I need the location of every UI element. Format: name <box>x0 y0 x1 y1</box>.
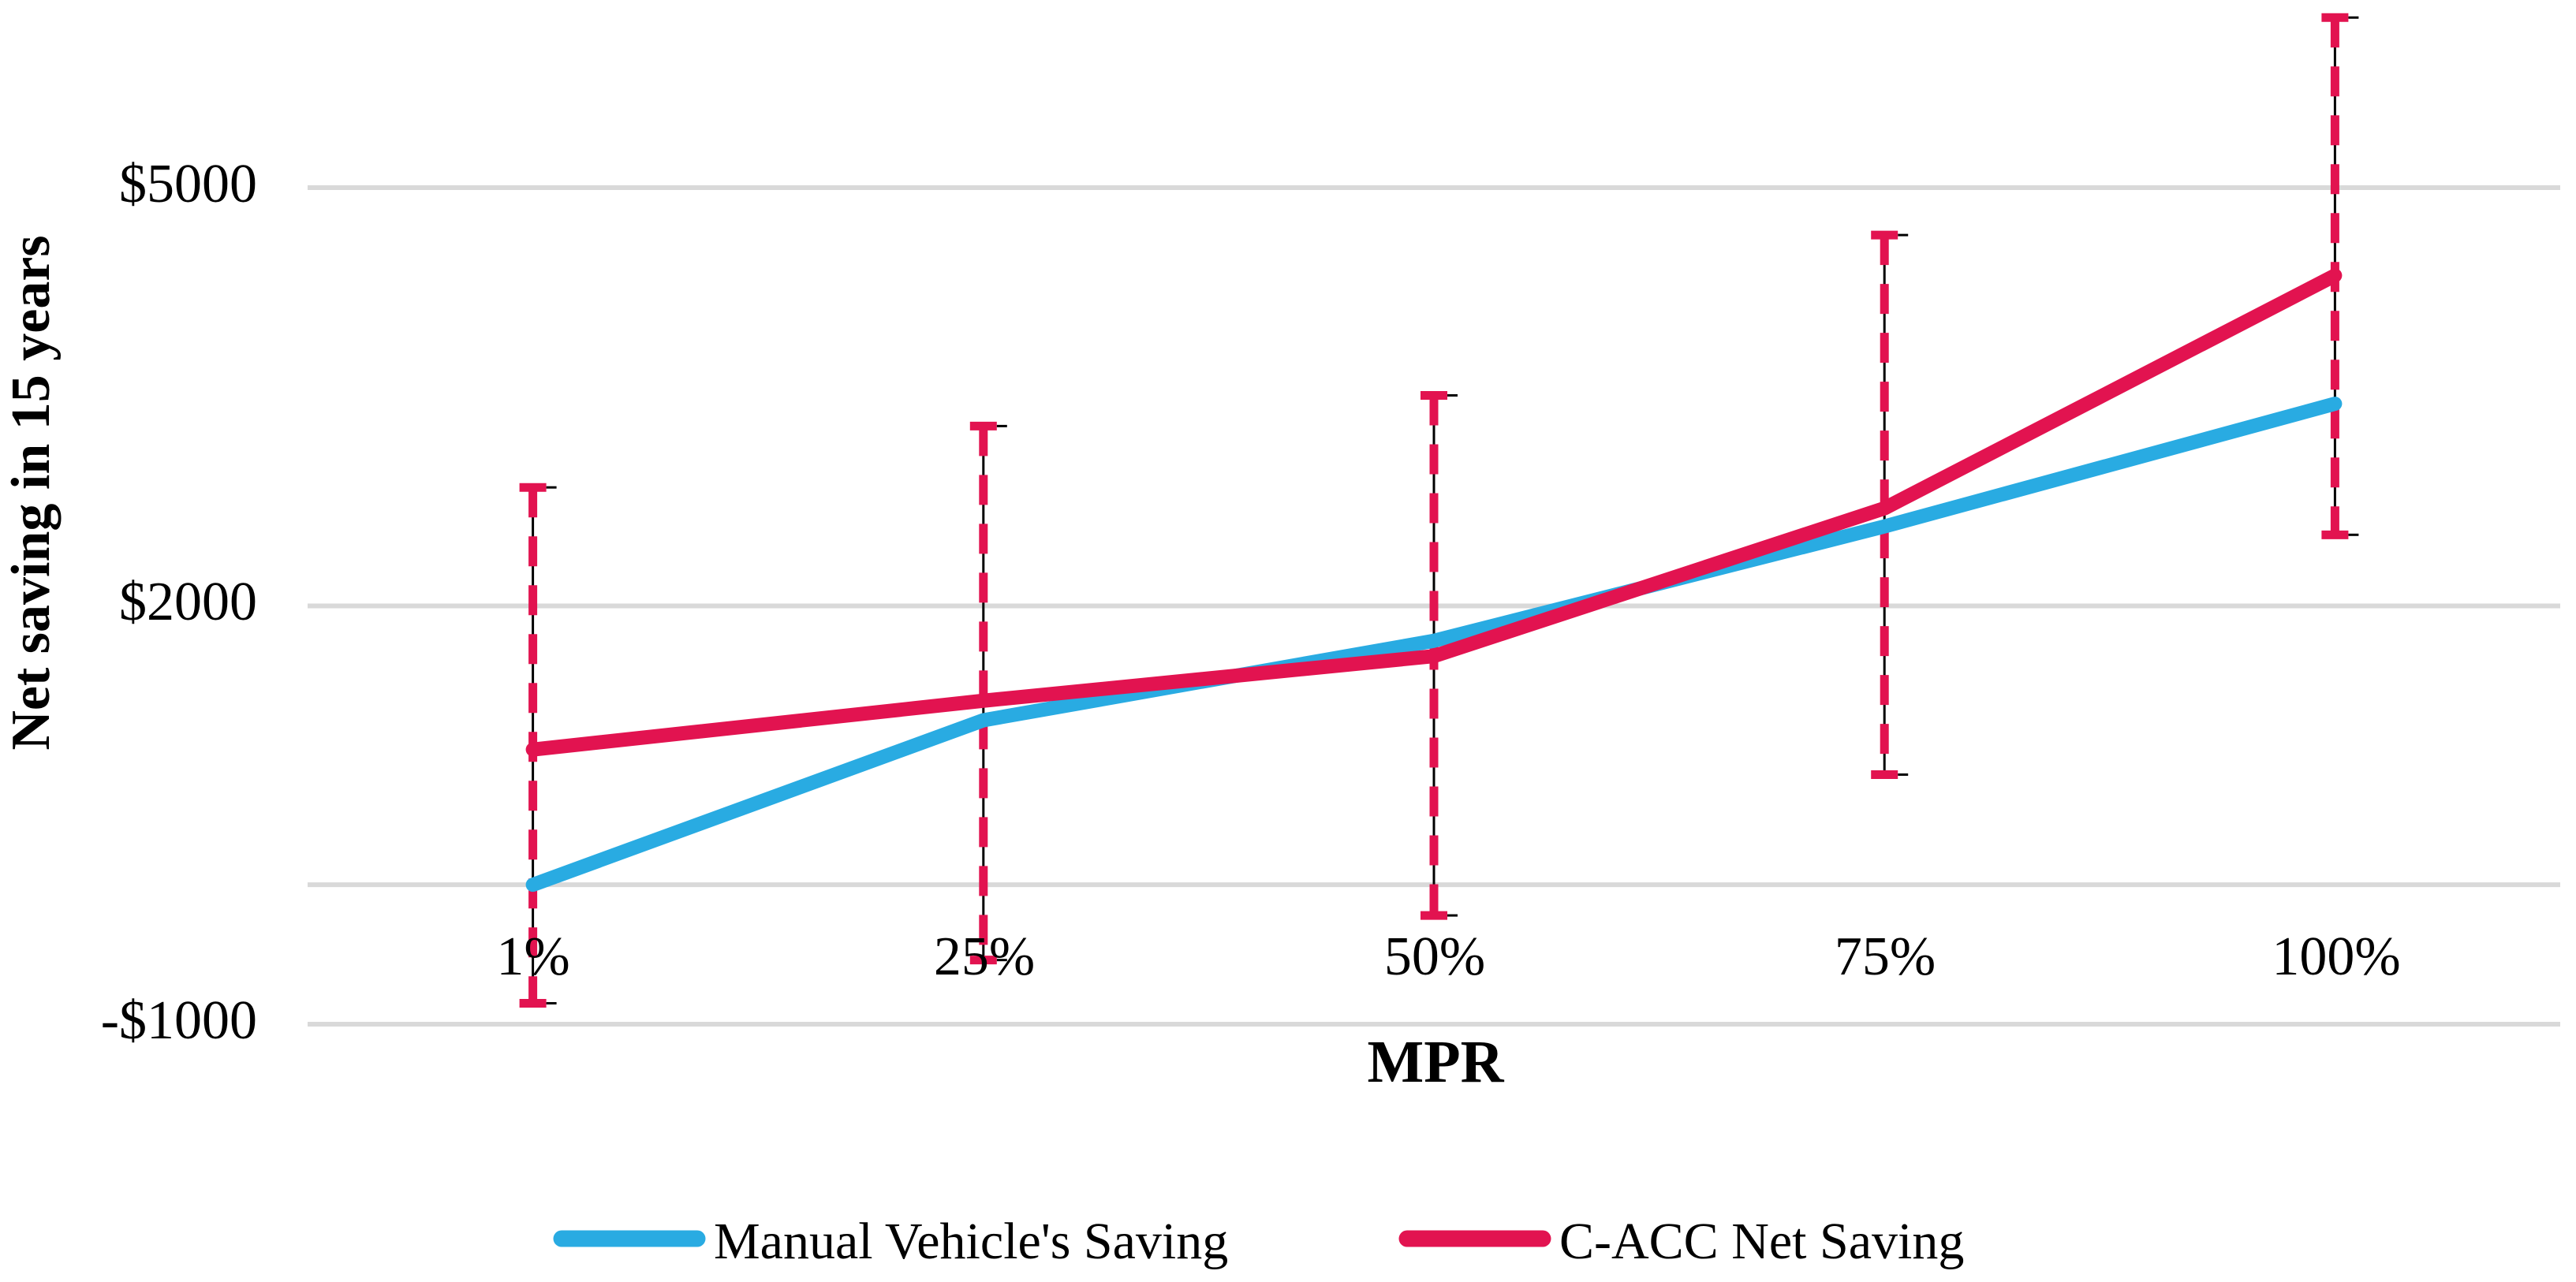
legend-label-manual: Manual Vehicle's Saving <box>714 1213 1228 1270</box>
x-tick-label-100: 100% <box>2272 926 2400 987</box>
legend-label-cacc: C-ACC Net Saving <box>1559 1213 1964 1270</box>
plot-area <box>308 13 2560 1027</box>
y-tick-label-neg1000: -$1000 <box>101 990 257 1051</box>
x-axis-title: MPR <box>1367 1029 1504 1095</box>
x-tick-label-50: 50% <box>1384 926 1485 987</box>
y-tick-label-5000: $5000 <box>119 154 257 214</box>
y-tick-label-2000: $2000 <box>119 572 257 632</box>
series-line-0 <box>525 397 2343 893</box>
x-tick-label-75: 75% <box>1835 926 1936 987</box>
y-axis-title: Net saving in 15 years <box>1 235 62 750</box>
legend: Manual Vehicle's Saving C-ACC Net Saving <box>553 1213 1964 1270</box>
x-tick-label-25: 25% <box>934 926 1035 987</box>
x-tick-label-1: 1% <box>496 926 569 987</box>
series-line-1 <box>525 268 2343 757</box>
